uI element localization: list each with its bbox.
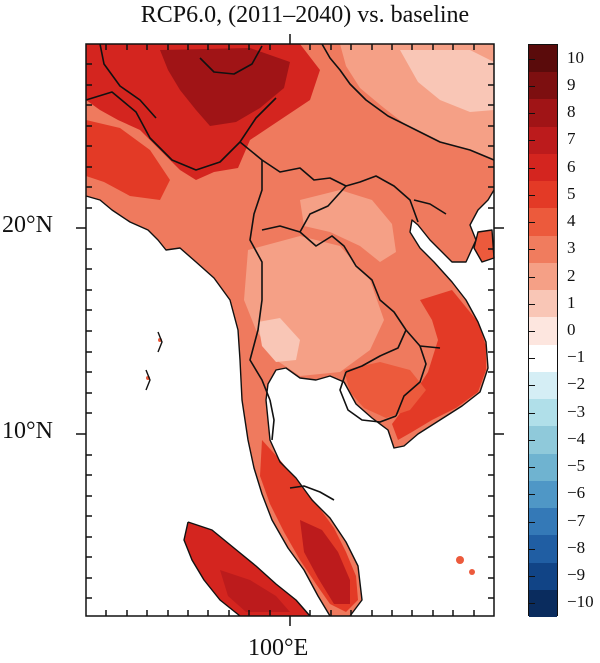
- colorbar-tick: [529, 194, 535, 196]
- colorbar-tick-label: 0: [567, 320, 576, 339]
- colorbar-tick: [529, 303, 535, 305]
- colorbar-tick: [529, 113, 535, 115]
- colorbar-tick-label: −5: [567, 456, 586, 476]
- colorbar-tick: [529, 222, 535, 224]
- colorbar-tick: [529, 576, 535, 578]
- region-upper-left-hot: [86, 120, 170, 200]
- colorbar-tick: [529, 603, 535, 605]
- colorbar-tick: [529, 385, 535, 387]
- lat-label-20n: 20°N: [2, 212, 53, 238]
- colorbar-tick: [529, 439, 535, 441]
- map-ticks: [76, 34, 504, 626]
- island-dot: [456, 556, 464, 564]
- colorbar-tick-label: 3: [567, 238, 576, 258]
- landmass-sumatra: [184, 522, 310, 616]
- colorbar-tick-label: −7: [567, 510, 586, 530]
- region-peninsula-very-hot: [300, 520, 350, 604]
- colorbar-tick-label: −3: [567, 401, 586, 421]
- colorbar-tick: [529, 58, 535, 60]
- colorbar-tick-label: 1: [567, 292, 576, 312]
- colorbar-tick: [529, 548, 535, 550]
- map-title: RCP6.0, (2011–2040) vs. baseline: [140, 2, 470, 28]
- colorbar-tick-label: 6: [567, 156, 576, 176]
- region-thailand-light: [258, 318, 300, 362]
- island-dot: [469, 569, 475, 575]
- colorbar-tick: [529, 331, 535, 332]
- colorbar-tick: [529, 494, 535, 496]
- colorbar-tick: [529, 276, 535, 278]
- region-cambodia: [344, 362, 426, 418]
- colorbar-tick-label: −6: [567, 483, 586, 503]
- colorbar-tick-label: 4: [567, 211, 576, 231]
- colorbar-tick: [529, 140, 535, 142]
- region-northeast-light: [400, 50, 494, 112]
- colorbar-tick-label: −10: [567, 592, 594, 612]
- region-sumatra-very-hot: [220, 570, 290, 612]
- colorbar-tick: [529, 167, 535, 169]
- colorbar: [528, 44, 558, 618]
- colorbar-tick-label: 8: [567, 102, 576, 122]
- colorbar-tick-label: −9: [567, 565, 586, 585]
- colorbar-tick: [529, 467, 535, 469]
- colorbar-tick-label: 7: [567, 129, 576, 149]
- landmass-hainan: [474, 230, 494, 262]
- country-borders: [85, 43, 495, 501]
- colorbar-tick-label: 10: [567, 47, 584, 67]
- colorbar-tick: [529, 249, 535, 251]
- colorbar-tick-label: 9: [567, 74, 576, 94]
- colorbar-tick-label: 2: [567, 265, 576, 285]
- colorbar-tick: [529, 521, 535, 523]
- lat-label-10n: 10°N: [2, 418, 53, 444]
- colorbar-tick: [529, 412, 535, 414]
- colorbar-tick: [529, 358, 535, 360]
- colorbar-tick-label: 5: [567, 183, 576, 203]
- region-north-very-hot: [160, 48, 290, 126]
- colorbar-tick: [529, 85, 535, 87]
- colorbar-tick-label: −2: [567, 374, 586, 394]
- colorbar-tick-label: −8: [567, 537, 586, 557]
- colorbar-tick-label: −1: [567, 347, 586, 367]
- coastlines: [85, 189, 495, 617]
- lon-label-100e: 100°E: [248, 635, 309, 661]
- colorbar-tick-label: −4: [567, 428, 586, 448]
